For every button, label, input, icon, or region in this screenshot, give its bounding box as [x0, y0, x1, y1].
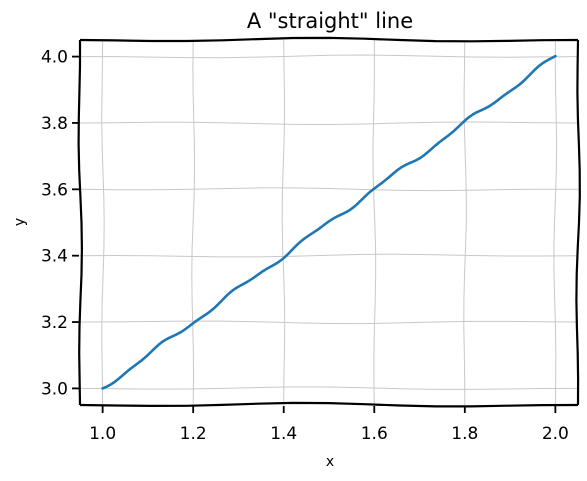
series-line — [101, 54, 557, 390]
y-axis: 3.0 3.2 3.4 3.6 3.8 4.0 — [41, 48, 79, 399]
y-tick-label: 3.2 — [41, 313, 68, 333]
y-tick-label: 3.8 — [41, 114, 68, 134]
plot-frame — [77, 36, 581, 408]
y-gridline — [79, 386, 579, 390]
x-axis: 1.0 1.2 1.4 1.6 1.8 2.0 — [89, 406, 569, 444]
y-axis-label: y — [12, 218, 28, 226]
x-axis-label: x — [326, 454, 334, 470]
y-tick-label: 4.0 — [41, 48, 68, 68]
x-gridline — [191, 39, 196, 406]
grid — [79, 39, 579, 406]
frame-top — [79, 36, 579, 43]
x-gridline — [101, 39, 105, 406]
y-tick-label: 3.6 — [41, 180, 68, 200]
x-tick-label: 1.6 — [361, 424, 388, 444]
series-layer — [101, 54, 557, 390]
frame-left — [77, 40, 83, 406]
x-gridline — [281, 39, 286, 406]
frame-right — [575, 39, 581, 406]
y-gridline — [80, 54, 579, 59]
y-gridline — [79, 187, 579, 192]
y-gridline — [79, 253, 579, 258]
x-tick-label: 1.0 — [89, 424, 116, 444]
x-gridline — [463, 39, 467, 406]
y-gridline — [79, 121, 579, 126]
x-tick-label: 1.8 — [451, 424, 478, 444]
x-gridline — [372, 39, 377, 406]
x-tick-label: 1.4 — [270, 424, 297, 444]
chart-title: A "straight" line — [247, 9, 413, 33]
y-gridline — [79, 320, 579, 325]
x-tick-label: 2.0 — [542, 424, 569, 444]
y-tick-label: 3.0 — [41, 379, 68, 399]
y-tick-label: 3.4 — [41, 247, 68, 267]
x-tick-label: 1.2 — [180, 424, 207, 444]
frame-bottom — [79, 401, 579, 408]
x-gridline — [553, 39, 558, 406]
